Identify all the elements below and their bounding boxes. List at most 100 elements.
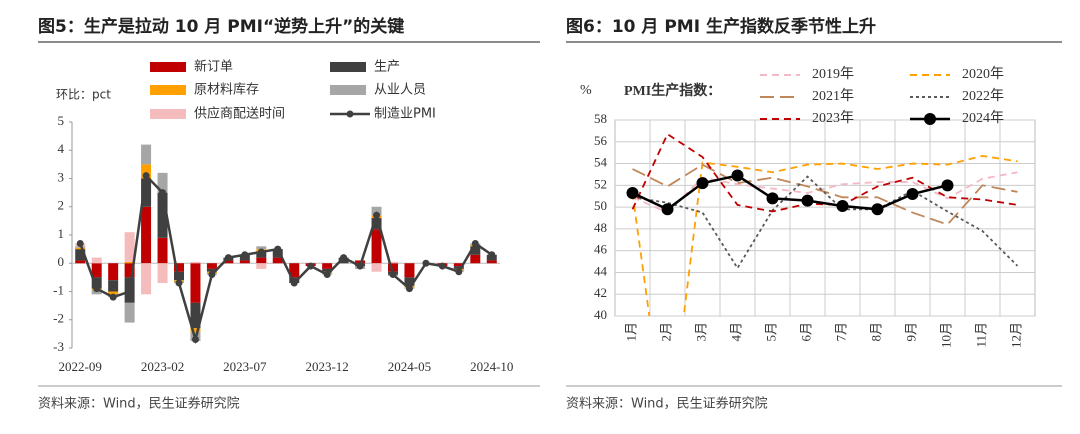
bar bbox=[91, 257, 102, 264]
point bbox=[274, 245, 282, 253]
legend-swatch bbox=[330, 62, 366, 72]
legend-marker bbox=[346, 110, 354, 118]
bar bbox=[470, 246, 481, 255]
point bbox=[455, 268, 463, 276]
point bbox=[257, 248, 265, 256]
point bbox=[389, 271, 397, 279]
point bbox=[208, 271, 216, 279]
bar bbox=[157, 192, 168, 238]
plot-area bbox=[626, 132, 1019, 316]
bar bbox=[124, 232, 135, 262]
y-tick-label: 56 bbox=[594, 133, 608, 148]
bar bbox=[157, 237, 168, 264]
legend-label: 2020年 bbox=[962, 66, 1004, 82]
legend-label: 2023年 bbox=[812, 110, 854, 126]
point bbox=[438, 262, 446, 270]
series-line bbox=[79, 172, 493, 345]
point bbox=[241, 251, 249, 259]
y-tick-label: 44 bbox=[594, 263, 608, 278]
point bbox=[159, 189, 167, 197]
legend-title: PMI生产指数： bbox=[624, 82, 721, 99]
point bbox=[661, 203, 674, 216]
x-tick-label: 2月 bbox=[658, 322, 673, 342]
bar bbox=[190, 328, 201, 333]
x-tick-label: 4月 bbox=[728, 322, 743, 342]
bar bbox=[190, 261, 201, 264]
bar bbox=[91, 277, 102, 289]
bar bbox=[141, 178, 152, 207]
y-tick-label: 2 bbox=[58, 198, 65, 213]
y-tick-label: 50 bbox=[594, 198, 607, 213]
legend-label: 新订单 bbox=[194, 59, 233, 75]
bar bbox=[289, 263, 300, 278]
bar bbox=[272, 249, 283, 258]
bar bbox=[141, 263, 152, 295]
legend-label: 生产 bbox=[374, 60, 400, 75]
source: 资料来源：Wind，民生证券研究院 bbox=[38, 396, 240, 412]
point bbox=[488, 251, 496, 259]
y-tick-label: 42 bbox=[594, 285, 607, 300]
bar bbox=[91, 263, 102, 278]
bar bbox=[108, 291, 119, 295]
legend-swatch bbox=[150, 109, 186, 119]
bar bbox=[256, 257, 267, 264]
bar bbox=[124, 302, 135, 323]
point bbox=[801, 194, 814, 207]
source: 资料来源：Wind，民生证券研究院 bbox=[566, 396, 768, 412]
bar bbox=[91, 290, 102, 295]
point bbox=[175, 279, 183, 287]
y-tick-label: 3 bbox=[58, 169, 65, 184]
bar bbox=[141, 206, 152, 264]
point bbox=[76, 239, 84, 247]
legend-label: 2024年 bbox=[962, 110, 1004, 126]
point bbox=[340, 254, 348, 262]
bar bbox=[371, 206, 382, 216]
bar bbox=[371, 263, 382, 272]
y-axis-label: % bbox=[580, 83, 592, 98]
bar bbox=[190, 263, 201, 303]
bar bbox=[141, 144, 152, 165]
bar bbox=[322, 263, 333, 269]
point bbox=[422, 259, 430, 267]
x-tick-label: 5月 bbox=[763, 322, 778, 342]
bar bbox=[124, 263, 135, 278]
bar bbox=[75, 249, 86, 261]
x-tick-label: 2023-07 bbox=[223, 359, 267, 374]
point bbox=[126, 288, 134, 295]
y-axis-label: 环比：pct bbox=[56, 88, 111, 102]
series-line bbox=[632, 175, 1019, 270]
point bbox=[356, 262, 364, 270]
legend-label: 2021年 bbox=[812, 88, 854, 104]
point bbox=[373, 211, 381, 219]
bar bbox=[371, 229, 382, 264]
bar bbox=[157, 263, 168, 284]
point bbox=[405, 285, 413, 293]
y-tick-label: 58 bbox=[594, 111, 607, 126]
chart-title: 图6：10 月 PMI 生产指数反季节性上升 bbox=[566, 16, 876, 37]
bar bbox=[174, 263, 184, 272]
point bbox=[731, 169, 744, 182]
bar bbox=[453, 263, 464, 267]
bar bbox=[272, 257, 283, 264]
bar bbox=[453, 266, 464, 269]
bar bbox=[371, 218, 382, 230]
point bbox=[290, 279, 298, 287]
point bbox=[93, 285, 101, 293]
point bbox=[191, 336, 199, 344]
bar bbox=[75, 247, 86, 250]
x-tick-label: 12月 bbox=[1008, 322, 1023, 348]
x-tick-label: 9月 bbox=[903, 322, 918, 342]
legend-swatch bbox=[150, 62, 186, 72]
bar bbox=[355, 260, 366, 264]
y-tick-label: -3 bbox=[53, 339, 64, 354]
legend-label: 从业人员 bbox=[374, 83, 426, 98]
bar bbox=[470, 254, 481, 264]
series-line bbox=[631, 132, 1018, 213]
bar bbox=[388, 261, 398, 264]
point bbox=[142, 172, 150, 180]
bar bbox=[404, 277, 415, 286]
point bbox=[307, 262, 315, 270]
legend-label: 供应商配送时间 bbox=[194, 106, 285, 122]
point bbox=[871, 203, 884, 216]
